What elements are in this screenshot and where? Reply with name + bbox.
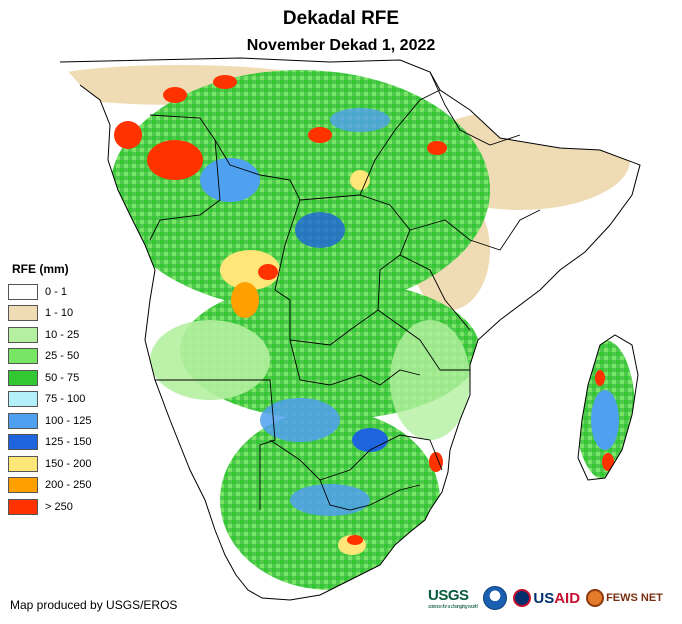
fews-net-logo-text: FEWS NET: [606, 592, 663, 604]
legend-swatch: [8, 369, 38, 386]
agency-logos: USGS science for a changing world US AID …: [428, 586, 663, 610]
usgs-logo: USGS science for a changing world: [428, 586, 478, 610]
legend-label: 75 - 100: [45, 393, 86, 406]
usaid-logo-aid: AID: [554, 589, 581, 607]
fews-globe-icon: [586, 589, 605, 607]
legend-swatch: [8, 326, 38, 343]
legend-swatch: [8, 348, 38, 365]
legend-label: 200 - 250: [45, 479, 92, 492]
legend-item: 200 - 250: [8, 475, 91, 497]
legend-item: 1 - 10: [8, 303, 91, 325]
legend: RFE (mm) 0 - 1 1 - 10 10 - 25 25 - 50 50 - 7…: [8, 262, 91, 518]
coastline: [59, 57, 641, 601]
usaid-seal-icon: [513, 589, 532, 607]
legend-swatch: [8, 283, 38, 300]
rainfall-raster: [60, 58, 640, 600]
map-title: Dekadal RFE: [282, 8, 400, 29]
noaa-logo-icon: [483, 586, 508, 610]
legend-label: 10 - 25: [45, 328, 80, 341]
wet-zone-central: [110, 70, 490, 310]
legend-item: 50 - 75: [8, 367, 91, 389]
legend-item: 0 - 1: [8, 281, 91, 303]
country-borders: [149, 71, 541, 511]
legend-label: 25 - 50: [45, 350, 80, 363]
legend-swatch: [8, 305, 38, 322]
legend-label: 1 - 10: [45, 307, 74, 320]
usaid-logo-us: US: [533, 589, 555, 607]
legend-rows: 0 - 1 1 - 10 10 - 25 25 - 50 50 - 75 75 - 100…: [8, 281, 91, 518]
usaid-logo: US AID: [513, 589, 580, 607]
hotspot-cameroon: [147, 140, 203, 180]
legend-swatch: [8, 391, 38, 408]
legend-swatch: [8, 477, 38, 494]
legend-item: 25 - 50: [8, 346, 91, 368]
legend-item: > 250: [8, 496, 91, 518]
legend-item: 125 - 150: [8, 432, 91, 454]
legend-title: RFE (mm): [12, 262, 69, 276]
legend-swatch: [8, 498, 38, 515]
legend-label: 50 - 75: [45, 371, 80, 384]
legend-item: 10 - 25: [8, 324, 91, 346]
legend-swatch: [8, 412, 38, 429]
legend-swatch: [8, 434, 38, 451]
legend-label: > 250: [45, 500, 73, 513]
usgs-logo-tagline: science for a changing world: [428, 603, 478, 610]
legend-item: 100 - 125: [8, 410, 91, 432]
legend-label: 150 - 200: [45, 457, 92, 470]
legend-item: 75 - 100: [8, 389, 91, 411]
legend-swatch: [8, 455, 38, 472]
legend-label: 100 - 125: [45, 414, 92, 427]
fews-net-logo: FEWS NET: [586, 589, 663, 607]
legend-label: 125 - 150: [45, 436, 92, 449]
madagascar-outline: [577, 334, 639, 481]
legend-item: 150 - 200: [8, 453, 91, 475]
map-credit: Map produced by USGS/EROS: [10, 598, 178, 612]
map-subtitle: November Dekad 1, 2022: [246, 37, 436, 54]
legend-label: 0 - 1: [45, 285, 68, 298]
usgs-logo-text: USGS: [428, 586, 469, 604]
